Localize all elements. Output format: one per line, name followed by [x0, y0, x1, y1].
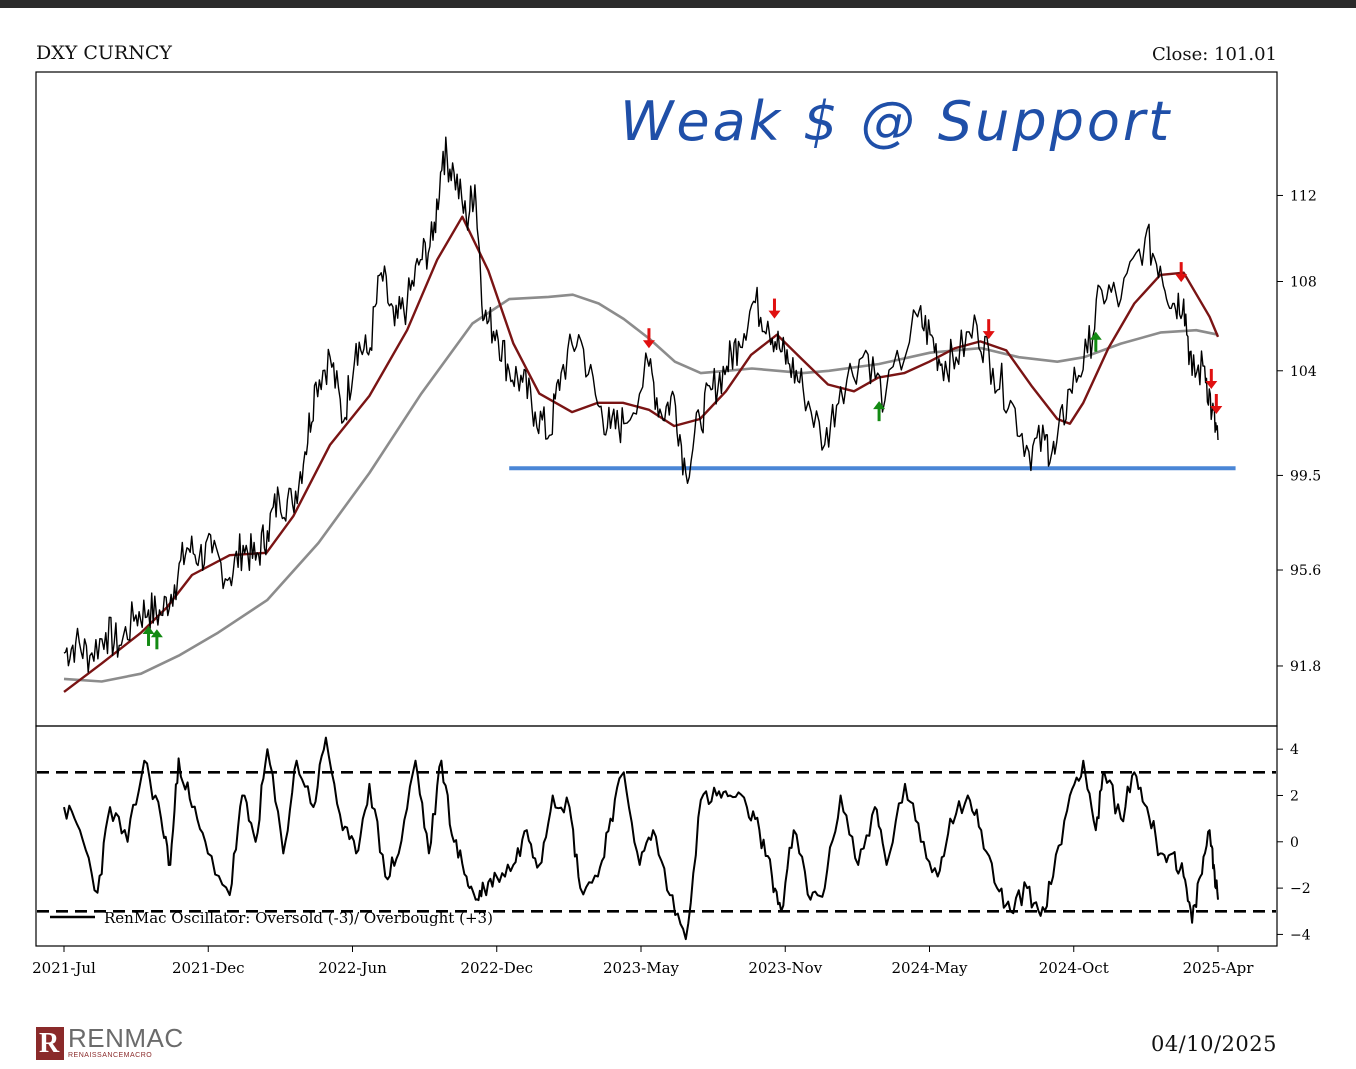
sell-arrow-icon: [982, 319, 995, 340]
price-y-tick-label: 91.8: [1290, 659, 1321, 675]
handwritten-annotation: Weak $ @ Support: [620, 90, 1172, 153]
price-y-tick-label: 108: [1290, 274, 1317, 290]
sell-arrow-head: [1175, 274, 1188, 283]
window-top-bar: [0, 0, 1356, 8]
sell-arrow-icon: [1210, 394, 1223, 415]
close-price-label: Close: 101.01: [1151, 44, 1277, 65]
buy-arrow-icon: [142, 625, 155, 646]
sell-arrow-icon: [642, 328, 655, 349]
price-y-tick-label: 95.6: [1290, 563, 1321, 579]
oscillator-line: [63, 736, 1219, 941]
sell-arrow-icon: [768, 298, 781, 319]
osc-y-tick-label: 0: [1290, 835, 1299, 851]
osc-legend: RenMac Oscillator: Oversold (-3)/ Overbo…: [50, 909, 493, 927]
sell-arrow-head: [982, 331, 995, 340]
price-line: [63, 136, 1219, 673]
price-series-group: [63, 136, 1220, 693]
ma_long-line: [63, 293, 1219, 683]
buy-arrow-icon: [150, 629, 163, 650]
osc-legend-label: RenMac Oscillator: Oversold (-3)/ Overbo…: [104, 909, 493, 927]
report-date: 04/10/2025: [1150, 1032, 1277, 1056]
osc-y-tick-label: 2: [1290, 788, 1299, 804]
signal-arrows-group: [142, 262, 1223, 650]
sell-arrow-icon: [1175, 262, 1188, 283]
osc-y-tick-label: −2: [1290, 881, 1311, 897]
x-tick-label: 2023-May: [603, 959, 680, 977]
logo-subtext: RENAISSANCEMACRO: [68, 1052, 153, 1059]
logo-mark-icon: R: [36, 1027, 64, 1060]
x-tick-label: 2024-May: [891, 959, 968, 977]
x-axis: 2021-Jul 2021-Dec 2022-Jun 2022-Dec 2023-May…: [32, 946, 1254, 977]
x-tick-label: 2021-Jul: [32, 959, 96, 977]
oscillator-y-axis: 4 2 0 −2 −4: [1277, 742, 1311, 943]
oscillator-series-group: [37, 736, 1276, 941]
buy-arrow-head: [142, 625, 155, 634]
x-tick-label: 2025-Apr: [1183, 959, 1255, 977]
buy-arrow-icon: [1089, 331, 1102, 352]
sell-arrow-head: [1210, 406, 1223, 415]
annotation-text: Weak $ @ Support: [620, 90, 1172, 153]
sell-arrow-head: [642, 340, 655, 349]
buy-arrow-icon: [873, 401, 886, 422]
renmac-logo: R RENMAC RENAISSANCEMACRO: [36, 1025, 184, 1060]
osc-y-tick-label: −4: [1290, 927, 1311, 943]
x-tick-label: 2022-Jun: [318, 959, 387, 977]
ma_short-line: [63, 215, 1220, 693]
oscillator-panel-frame: [35, 725, 1278, 947]
price-y-tick-label: 112: [1290, 188, 1317, 204]
x-tick-label: 2021-Dec: [172, 959, 245, 977]
price-y-tick-label: 99.5: [1290, 468, 1321, 484]
price-y-axis: 112 108 104 99.5 95.6 91.8: [1277, 188, 1321, 675]
x-tick-label: 2023-Nov: [748, 959, 822, 977]
ticker-label: DXY CURNCY: [36, 42, 172, 64]
buy-arrow-head: [150, 629, 163, 638]
logo-text: RENMAC: [68, 1023, 184, 1053]
x-tick-label: 2022-Dec: [460, 959, 533, 977]
sell-arrow-head: [768, 310, 781, 319]
osc-y-tick-label: 4: [1290, 742, 1299, 758]
price-y-tick-label: 104: [1290, 364, 1317, 380]
x-tick-label: 2024-Oct: [1039, 959, 1109, 977]
buy-arrow-head: [873, 401, 886, 410]
buy-arrow-head: [1089, 331, 1102, 340]
sell-arrow-icon: [1205, 368, 1218, 389]
sell-arrow-head: [1205, 380, 1218, 389]
